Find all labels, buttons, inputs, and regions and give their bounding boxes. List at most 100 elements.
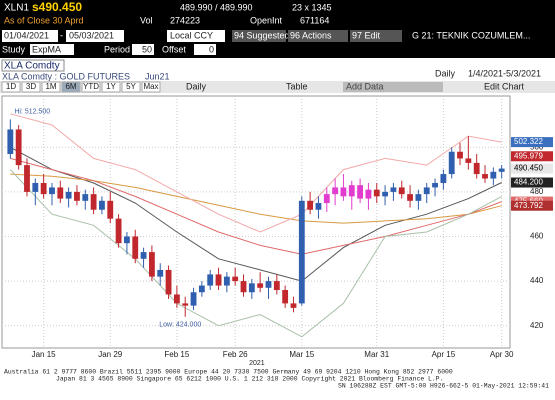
candle-body — [190, 292, 197, 306]
security: XLA Comdty — [4, 61, 60, 72]
period-label[interactable]: 1M — [45, 82, 56, 91]
candle-body — [74, 191, 80, 201]
period-button[interactable] — [121, 81, 141, 93]
start-field[interactable] — [2, 30, 58, 42]
y-tick-label: 460 — [530, 232, 544, 241]
button-bg[interactable] — [232, 30, 286, 42]
period-button[interactable] — [61, 81, 81, 93]
candle-body — [215, 274, 222, 286]
candle-body — [465, 158, 472, 163]
candle-body — [298, 200, 305, 304]
period[interactable]: 50 — [142, 44, 152, 54]
candle-body — [332, 187, 339, 195]
indicator-line — [9, 169, 502, 338]
price-tag-label: 484.200 — [514, 178, 543, 187]
candle-body — [198, 285, 205, 293]
period-label[interactable]: 5Y — [126, 82, 136, 91]
study-field[interactable] — [30, 44, 74, 55]
annotation: Hi: 512.500 — [14, 108, 50, 115]
x-tick-label: Mar 15 — [289, 350, 314, 359]
start-date[interactable]: 01/04/2021 — [4, 30, 49, 40]
button[interactable]: 94 Suggested Charts — [234, 30, 319, 40]
period-button[interactable] — [41, 81, 61, 93]
footer-line: Australia 61 2 9777 8600 Brazil 5511 239… — [4, 369, 453, 376]
currency[interactable]: Local CCY — [170, 30, 213, 40]
button-bg[interactable] — [350, 30, 402, 42]
candle-body — [157, 269, 164, 277]
candle-body — [24, 165, 30, 192]
candle-body — [373, 189, 380, 197]
period-label[interactable]: YTD — [83, 82, 99, 91]
button[interactable]: 97 Edit — [352, 30, 381, 40]
oi-label: OpenInt — [250, 15, 283, 25]
last-price: s490.450 — [32, 0, 82, 14]
date-range: 1/4/2021-5/3/2021 — [468, 68, 541, 78]
period-label[interactable]: 1Y — [106, 82, 116, 91]
candle-body — [340, 187, 347, 197]
price-tag — [511, 200, 553, 211]
price-tag-label: 502.322 — [514, 137, 543, 146]
x-tick-label: Mar 31 — [364, 350, 389, 359]
footer-line: Japan 81 3 4565 8900 Singapore 65 6212 1… — [56, 376, 443, 383]
candle-body — [182, 303, 189, 306]
candle-body — [290, 303, 297, 308]
candle-body — [357, 185, 364, 199]
period-button[interactable] — [21, 81, 41, 93]
period-label[interactable]: 1D — [6, 82, 16, 91]
oi: 671164 — [300, 15, 329, 25]
candle-body — [273, 281, 280, 291]
button-bg[interactable] — [288, 30, 348, 42]
candle-body — [282, 290, 289, 304]
x-tick-label: Jan 15 — [32, 350, 57, 359]
add-data[interactable]: Add Data — [346, 81, 384, 91]
period-field[interactable] — [132, 44, 154, 55]
candle-body — [140, 252, 147, 259]
candle-body — [423, 187, 430, 195]
add-data-field[interactable] — [343, 82, 443, 92]
price-tag-label: 473.792 — [514, 201, 543, 210]
candle-body — [498, 168, 505, 172]
period-button[interactable] — [1, 81, 21, 93]
offset[interactable]: 0 — [209, 44, 214, 54]
period-button[interactable] — [141, 81, 161, 93]
candle-body — [7, 129, 14, 154]
x-tick-label: Feb 26 — [223, 350, 248, 359]
interval[interactable]: Daily — [186, 81, 207, 91]
period-button[interactable] — [81, 81, 101, 93]
offset-field[interactable] — [194, 44, 216, 55]
y-tick-label: 480 — [530, 187, 544, 196]
candle-body — [207, 274, 214, 286]
ccy-field[interactable] — [167, 30, 225, 42]
end-field[interactable] — [66, 30, 124, 42]
candle-body — [315, 203, 322, 210]
contract: Jun21 — [145, 71, 170, 81]
size: 23 x 1345 — [292, 2, 332, 12]
period-label[interactable]: Max — [143, 82, 158, 91]
period-label[interactable]: 6M — [65, 82, 76, 91]
candle-body — [265, 281, 272, 288]
price-tag — [511, 163, 553, 174]
button[interactable]: 96 Actions — [290, 30, 332, 40]
table-button[interactable]: Table — [286, 81, 308, 91]
candle-body — [415, 194, 422, 201]
price-tag — [511, 151, 553, 162]
period-button[interactable] — [101, 81, 121, 93]
candle-body — [232, 276, 239, 282]
end-date[interactable]: 05/03/2021 — [69, 30, 114, 40]
period-label[interactable]: 3D — [26, 82, 36, 91]
candle-body — [165, 269, 172, 295]
candle-body — [107, 200, 114, 219]
vol-label: Vol — [140, 15, 153, 25]
indicator-line — [10, 146, 502, 282]
header-bg — [0, 0, 555, 58]
study-name[interactable]: ExpMA — [32, 44, 61, 54]
candle-body — [257, 283, 264, 288]
edit-chart[interactable]: Edit Chart — [484, 81, 525, 91]
candle-body — [49, 187, 55, 195]
security-box — [1, 59, 65, 72]
price-tag-label: 490.450 — [514, 164, 543, 173]
menu[interactable]: G 21: TEKNIK COZUMLEM... — [412, 30, 530, 40]
x-tick-label: Apr 30 — [490, 350, 514, 359]
candle-body — [82, 194, 89, 201]
